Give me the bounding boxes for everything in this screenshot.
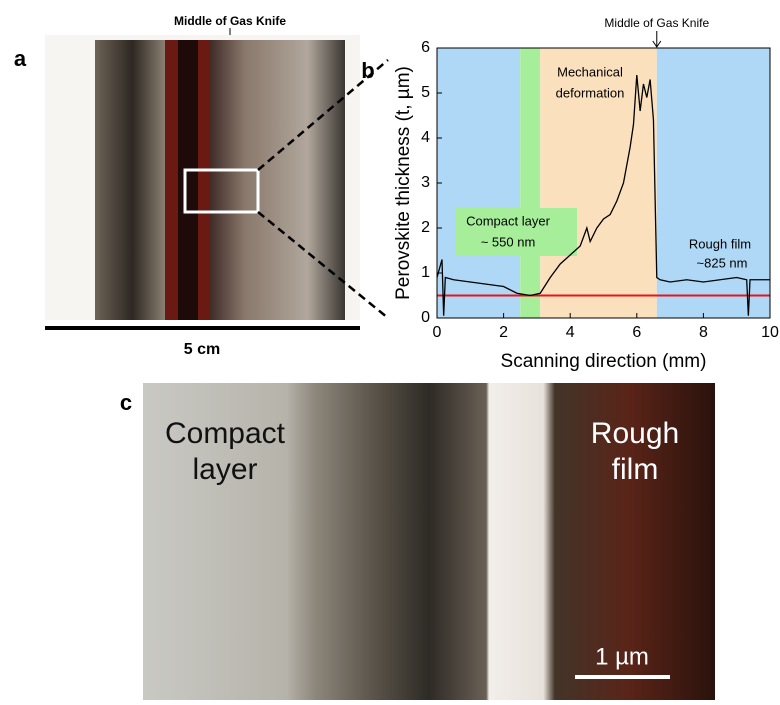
thickness-line (436, 74, 770, 316)
overlay-text: Compact (165, 417, 286, 450)
region (656, 48, 770, 318)
x-tick-label: 8 (699, 324, 708, 341)
micrograph (143, 383, 715, 700)
label-box (455, 208, 577, 256)
y-tick-label: 6 (421, 39, 430, 56)
region-label: Rough film (689, 236, 751, 251)
region (540, 48, 657, 318)
film (95, 40, 345, 320)
overlay-text: film (612, 453, 659, 486)
x-tick-label: 0 (433, 324, 442, 341)
x-tick-label: 2 (499, 324, 508, 341)
y-tick-label: 3 (421, 174, 430, 191)
region-label: Compact layer (466, 213, 550, 228)
region (520, 48, 541, 318)
annotation: Middle of Gas Knife (604, 16, 709, 30)
y-tick-label: 1 (421, 264, 430, 281)
panel-label: b (361, 58, 374, 83)
x-tick-label: 10 (761, 324, 779, 341)
scale-label: 1 µm (595, 643, 649, 670)
y-tick-label: 2 (421, 219, 430, 236)
y-axis-label: Perovskite thickness (t, µm) (393, 66, 414, 300)
region (437, 48, 521, 318)
x-tick-label: 6 (632, 324, 641, 341)
scale-label: 5 cm (184, 341, 220, 358)
arrow (652, 31, 662, 48)
zoom-box (183, 168, 260, 214)
region-label: ~825 nm (697, 255, 748, 270)
region-label: ~ 550 nm (481, 234, 536, 249)
panel-label: a (14, 46, 27, 71)
overlay-text: Rough (591, 417, 679, 450)
x-axis-label: Scanning direction (mm) (501, 351, 707, 372)
stripe (178, 40, 198, 320)
zoom-line (257, 59, 389, 319)
region-label: deformation (556, 85, 625, 100)
panel-label: c (120, 390, 132, 415)
x-tick-label: 4 (566, 324, 575, 341)
y-tick-label: 4 (421, 129, 430, 146)
overlay-text: layer (192, 453, 257, 486)
y-tick-label: 0 (421, 309, 430, 326)
annotation: Middle of Gas Knife (174, 14, 286, 28)
y-tick-label: 5 (421, 84, 430, 101)
region-label: Mechanical (557, 64, 623, 79)
